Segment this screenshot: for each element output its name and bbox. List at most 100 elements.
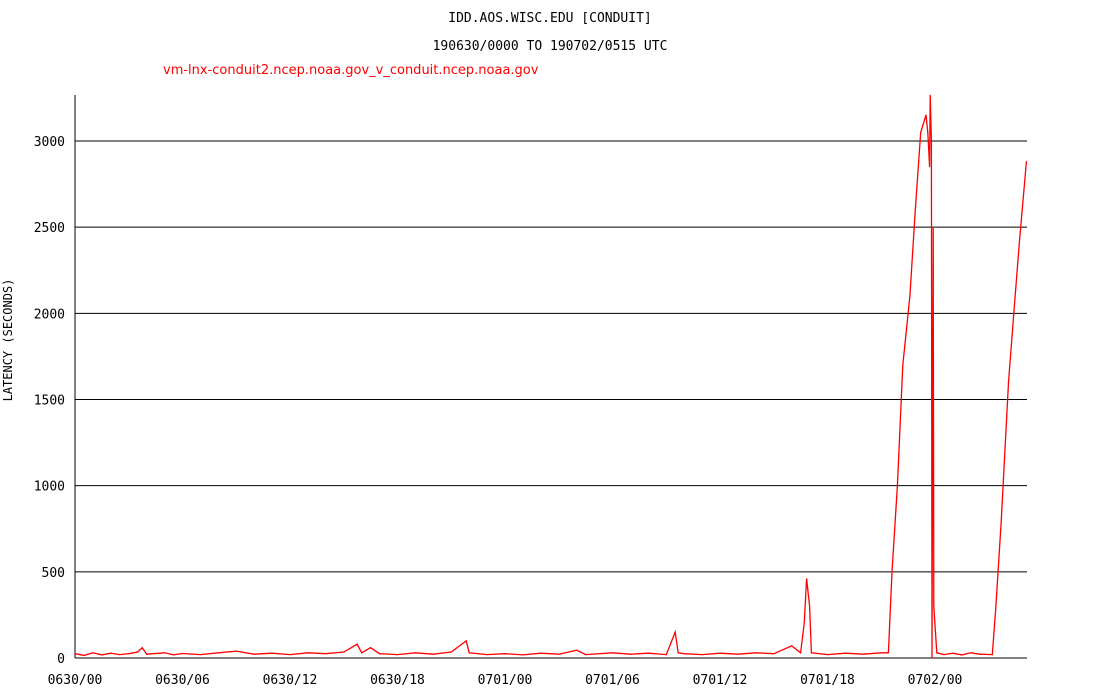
- data-point: [128, 653, 130, 655]
- data-point: [522, 654, 524, 656]
- data-point: [810, 652, 813, 654]
- data-point: [379, 653, 381, 655]
- chart-title: IDD.AOS.WISC.EDU [CONDUIT]: [448, 11, 652, 26]
- data-point: [1007, 381, 1010, 383]
- data-point: [217, 652, 219, 654]
- data-point: [773, 653, 775, 655]
- data-point: [432, 653, 434, 655]
- data-point: [902, 364, 904, 366]
- data-point: [1025, 161, 1027, 163]
- data-point: [164, 652, 166, 654]
- data-point: [991, 654, 993, 656]
- data-point: [927, 131, 929, 133]
- data-point: [235, 650, 237, 652]
- data-point: [909, 295, 911, 297]
- data-point: [307, 652, 309, 654]
- y-tick-label: 500: [42, 566, 65, 581]
- data-point: [683, 653, 685, 655]
- series-line: [74, 95, 1028, 659]
- data-point: [396, 654, 399, 656]
- data-point: [92, 652, 94, 654]
- y-tick-label: 1500: [34, 394, 65, 409]
- data-point: [1013, 312, 1015, 314]
- data-point: [325, 653, 327, 655]
- data-point: [961, 654, 963, 656]
- data-point: [932, 226, 934, 228]
- data-point: [465, 640, 467, 642]
- x-tick-label: 0630/18: [370, 673, 425, 688]
- data-point: [356, 643, 358, 645]
- legend-series-name: vm-lnx-conduit2.ncep.noaa.gov_v_conduit.…: [163, 63, 539, 78]
- data-point: [558, 653, 560, 655]
- data-point: [887, 652, 890, 654]
- data-point: [862, 653, 864, 655]
- data-point: [737, 653, 739, 655]
- data-point: [880, 652, 882, 654]
- y-tick-label: 2000: [34, 307, 65, 322]
- data-point: [979, 653, 981, 655]
- data-point: [936, 652, 938, 654]
- data-point: [110, 652, 112, 654]
- data-point: [540, 652, 542, 654]
- data-point: [677, 652, 679, 654]
- y-tick-label: 3000: [34, 135, 65, 150]
- data-point: [930, 140, 933, 142]
- data-point: [929, 166, 931, 168]
- data-point: [199, 654, 201, 656]
- data-point: [370, 647, 372, 649]
- data-point: [914, 209, 916, 211]
- y-tick-label: 1000: [34, 480, 65, 495]
- data-point: [803, 622, 805, 625]
- data-point: [137, 651, 139, 653]
- data-point: [271, 652, 273, 654]
- y-tick-label: 0: [57, 652, 65, 667]
- data-point: [755, 652, 757, 654]
- data-point: [450, 651, 452, 653]
- data-point: [929, 94, 931, 96]
- x-tick-label: 0630/12: [263, 673, 318, 688]
- data-point: [719, 652, 721, 654]
- data-point: [585, 654, 587, 656]
- x-tick-label: 0630/00: [48, 673, 103, 688]
- x-tick-label: 0701/18: [800, 673, 855, 688]
- x-tick-label: 0701/06: [585, 673, 640, 688]
- data-point: [800, 652, 802, 654]
- data-point: [674, 631, 676, 633]
- x-tick-label: 0702/00: [908, 673, 963, 688]
- x-tick-label: 0701/12: [693, 673, 748, 688]
- data-point: [891, 571, 893, 573]
- data-point: [119, 654, 121, 656]
- data-point: [414, 652, 416, 654]
- data-point: [933, 605, 935, 607]
- data-point: [504, 653, 506, 655]
- chart-subtitle: 190630/0000 TO 190702/0515 UTC: [432, 39, 668, 54]
- data-point: [289, 654, 291, 656]
- data-point: [647, 652, 649, 654]
- y-tick-label: 2500: [34, 221, 65, 236]
- data-point: [629, 653, 632, 655]
- data-point: [970, 652, 972, 654]
- data-point: [172, 654, 175, 656]
- data-point: [141, 647, 143, 649]
- data-point: [931, 657, 933, 659]
- data-point: [920, 131, 922, 133]
- data-point: [791, 645, 793, 647]
- x-tick-label: 0630/06: [155, 673, 210, 688]
- data-point: [896, 485, 899, 487]
- data-point: [181, 652, 184, 655]
- data-point: [146, 653, 148, 655]
- data-point: [809, 605, 811, 607]
- data-point: [253, 653, 255, 655]
- data-point: [925, 114, 927, 116]
- data-point: [952, 652, 954, 654]
- data-point: [943, 654, 945, 656]
- data-point: [995, 605, 997, 607]
- x-tick-label: 0701/00: [478, 673, 533, 688]
- data-point: [468, 652, 470, 654]
- data-point: [665, 654, 667, 656]
- data-point: [83, 654, 85, 657]
- data-point: [611, 652, 614, 654]
- data-point: [74, 653, 76, 655]
- data-point: [576, 649, 578, 651]
